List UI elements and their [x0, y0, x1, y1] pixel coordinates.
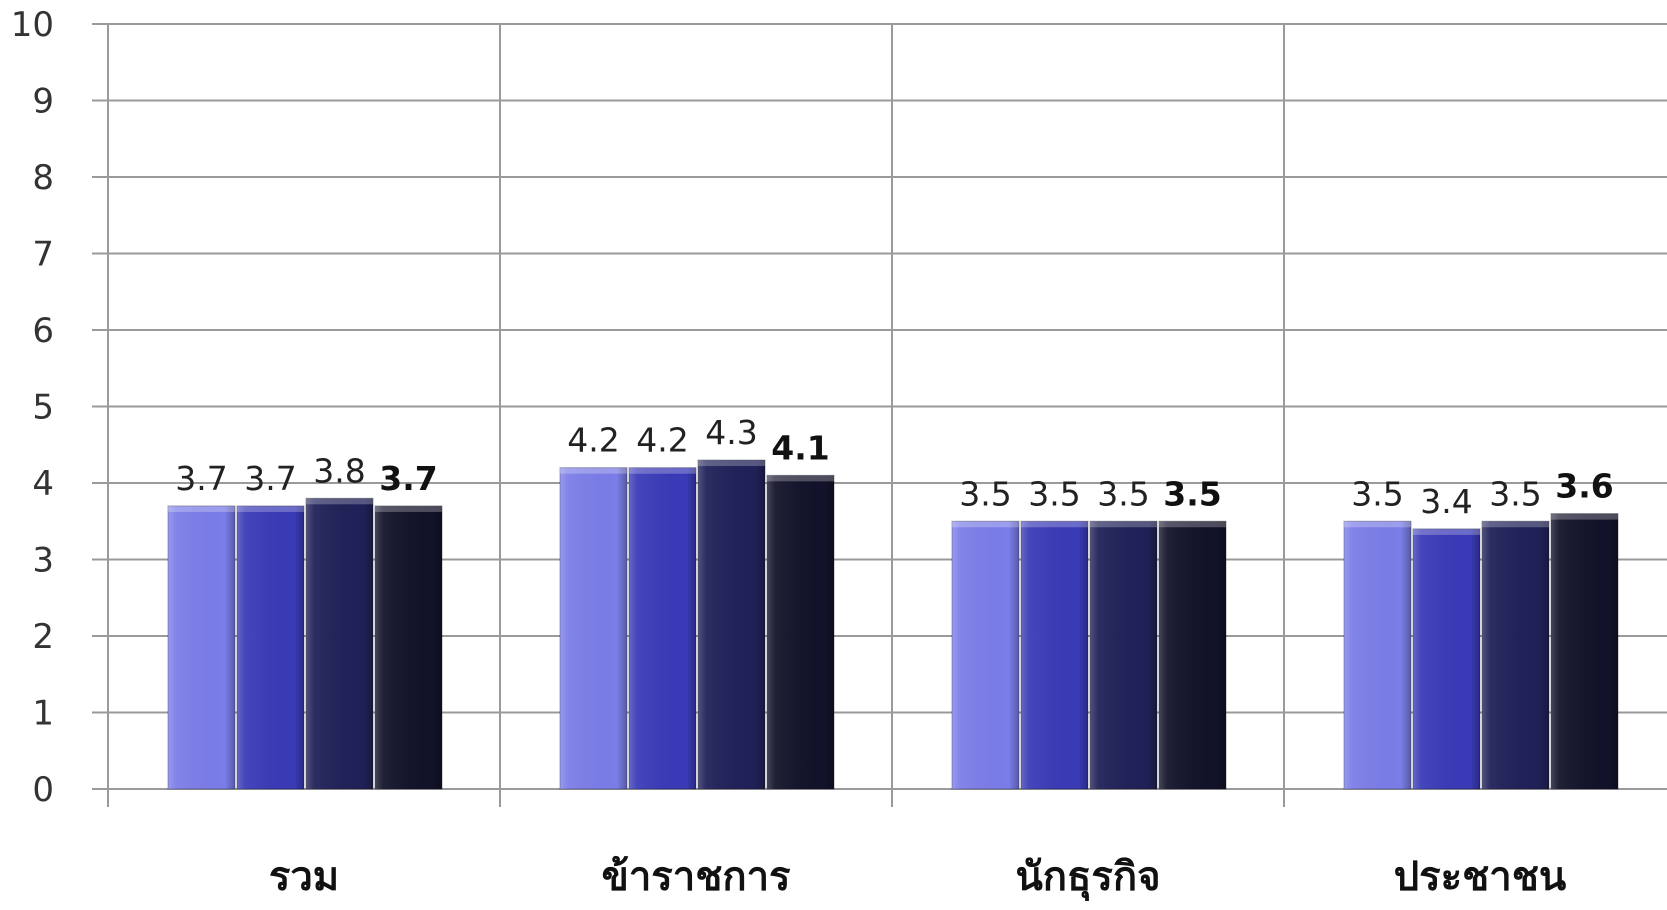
y-tick-label: 6: [32, 311, 54, 351]
category-label: รวม: [269, 854, 339, 900]
data-label: 3.8: [313, 451, 365, 490]
bar-bevel: [629, 467, 696, 789]
data-label: 4.1: [771, 428, 829, 467]
bar-bevel: [698, 460, 765, 789]
bar-bevel: [1482, 521, 1549, 789]
data-label: 3.7: [379, 459, 437, 498]
bar-top-edge: [1021, 521, 1088, 528]
data-label: 4.2: [636, 421, 688, 460]
bar-top-edge: [1344, 521, 1411, 528]
data-label: 3.5: [1351, 474, 1403, 513]
y-tick-label: 7: [32, 235, 54, 275]
bar-top-edge: [237, 505, 304, 512]
bar-top-edge: [629, 467, 696, 474]
data-label: 3.5: [1489, 474, 1541, 513]
y-tick-label: 4: [32, 464, 54, 504]
bar-bevel: [1551, 513, 1618, 789]
bar-top-edge: [1159, 521, 1226, 528]
bar-top-edge: [1551, 513, 1618, 520]
data-label: 3.6: [1555, 467, 1613, 506]
y-tick-label: 1: [32, 694, 54, 734]
y-tick-label: 8: [32, 158, 54, 198]
bar-bevel: [1021, 521, 1088, 789]
bar-top-edge: [306, 498, 373, 505]
bar-top-edge: [168, 505, 235, 512]
y-tick-label: 5: [32, 388, 54, 428]
bar-bevel: [1159, 521, 1226, 789]
bar-top-edge: [375, 505, 442, 512]
bar-top-edge: [1482, 521, 1549, 528]
bar-bevel: [952, 521, 1019, 789]
bar-bevel: [560, 467, 627, 789]
data-label: 3.5: [1097, 474, 1149, 513]
data-label: 3.5: [1163, 474, 1221, 513]
y-tick-label: 9: [32, 82, 54, 122]
bars-layer: [167, 459, 1619, 790]
bar-bevel: [375, 505, 442, 789]
bar-bevel: [168, 505, 235, 789]
y-tick-label: 10: [11, 5, 54, 45]
data-label: 3.7: [175, 459, 227, 498]
bar-top-edge: [952, 521, 1019, 528]
category-label: นักธุรกิจ: [1015, 854, 1160, 902]
bar-top-edge: [1413, 528, 1480, 535]
bar-bevel: [1413, 528, 1480, 789]
data-label: 4.3: [705, 413, 757, 452]
y-tick-label: 0: [32, 770, 54, 810]
bar-top-edge: [560, 467, 627, 474]
data-label: 3.5: [959, 474, 1011, 513]
bar-bevel: [237, 505, 304, 789]
y-tick-label: 3: [32, 541, 54, 581]
labels-layer: 3.7 3.7 3.8 3.7 รวม 4.2 4.2 4.3 4.1 ข้าราชการ 3.5 3…: [175, 413, 1613, 902]
data-label: 3.4: [1420, 482, 1472, 521]
bar-bevel: [1344, 521, 1411, 789]
bar-bevel: [1090, 521, 1157, 789]
bar-top-edge: [767, 475, 834, 482]
category-label: ข้าราชการ: [601, 854, 791, 900]
data-label: 4.2: [567, 421, 619, 460]
bar-top-edge: [698, 460, 765, 467]
y-tick-label: 2: [32, 617, 54, 657]
bar-top-edge: [1090, 521, 1157, 528]
bar-bevel: [767, 475, 834, 789]
data-label: 3.5: [1028, 474, 1080, 513]
category-label: ประชาชน: [1394, 854, 1566, 900]
grid-layer: 0 1 2 3 4 5 6 7 8 9 10: [11, 5, 1667, 810]
data-label: 3.7: [244, 459, 296, 498]
bar-bevel: [306, 498, 373, 789]
